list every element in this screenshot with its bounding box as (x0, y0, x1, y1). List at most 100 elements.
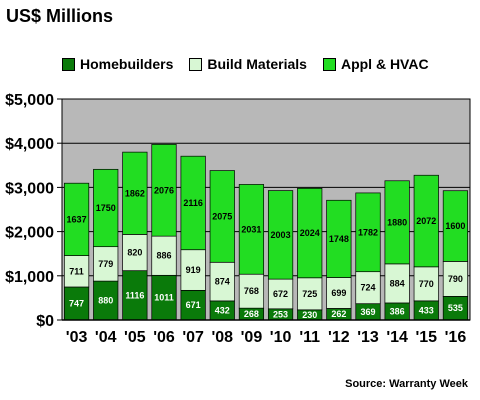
x-tick-label: '08 (211, 329, 233, 346)
data-label: 2031 (241, 224, 261, 234)
data-label: 671 (186, 300, 201, 310)
data-label: 884 (390, 278, 405, 288)
x-tick-label: '16 (445, 329, 467, 346)
chart-title: US$ Millions (6, 6, 114, 26)
y-tick-label: $2,000 (5, 225, 54, 242)
x-tick-label: '14 (386, 329, 408, 346)
bar-segment-homebuilders (63, 286, 90, 321)
data-label: 386 (390, 306, 405, 316)
data-label: 1862 (125, 188, 145, 198)
bar-segment-appl-hvac (267, 190, 294, 280)
data-label: 699 (331, 288, 346, 298)
bar-segment-appl-hvac (297, 187, 323, 279)
bar-segment-build-materials (267, 278, 294, 310)
source-note: Source: Warranty Week (345, 378, 468, 390)
bar-segment-appl-hvac (413, 174, 439, 268)
legend-swatch-homebuilders (62, 57, 75, 71)
data-label: 790 (448, 274, 463, 284)
bar-segment-build-materials (151, 235, 177, 276)
bar-segment-appl-hvac (326, 199, 352, 278)
bar-segment-build-materials (63, 255, 90, 288)
bar-segment-appl-hvac (442, 190, 469, 262)
y-tick-label: $0 (36, 313, 54, 330)
bar-segment-build-materials (355, 271, 381, 305)
data-label: 268 (244, 309, 259, 319)
data-label: 2116 (183, 198, 203, 208)
x-tick-label: '12 (328, 329, 350, 346)
bar-segment-build-materials (442, 261, 469, 297)
bar-segment-build-materials (122, 234, 148, 272)
bar-segment-appl-hvac (384, 180, 410, 265)
data-label: 253 (273, 309, 288, 319)
x-tick-label: '03 (66, 329, 88, 346)
data-label: 779 (98, 259, 113, 269)
legend-item-build-materials: Build Materials (189, 56, 307, 72)
bar-segment-appl-hvac (122, 151, 148, 235)
x-tick-label: '04 (95, 329, 117, 346)
y-tick-label: $5,000 (5, 92, 54, 109)
data-label: 230 (302, 310, 317, 320)
data-label: 725 (302, 289, 317, 299)
bar-segment-build-materials (413, 266, 439, 302)
data-label: 886 (156, 251, 171, 261)
x-tick-label: '13 (357, 329, 379, 346)
bar-segment-appl-hvac (63, 182, 90, 256)
data-label: 1637 (67, 214, 87, 224)
x-tick-label: '07 (182, 329, 204, 346)
legend: Homebuilders Build Materials Appl & HVAC (62, 54, 429, 74)
bar-segment-appl-hvac (238, 184, 265, 275)
bar-segment-build-materials (93, 246, 119, 282)
data-label: 768 (244, 286, 259, 296)
x-tick-label: '09 (241, 329, 263, 346)
bar-segment-homebuilders (122, 270, 148, 321)
data-label: 672 (273, 289, 288, 299)
x-tick-label: '05 (124, 329, 146, 346)
x-tick-label: '06 (153, 329, 175, 346)
data-label: 433 (419, 305, 434, 315)
data-label: 2072 (416, 216, 436, 226)
bar-segment-appl-hvac (209, 170, 235, 263)
data-label: 747 (69, 298, 84, 308)
data-label: 2075 (212, 211, 232, 221)
data-label: 880 (98, 296, 113, 306)
x-tick-label: '15 (415, 329, 437, 346)
data-label: 1600 (445, 221, 465, 231)
data-label: 724 (360, 283, 375, 293)
y-tick-label: $3,000 (5, 180, 54, 197)
bar-segment-appl-hvac (355, 192, 381, 273)
data-label: 535 (448, 303, 463, 313)
data-label: 711 (69, 266, 84, 276)
legend-swatch-appl-hvac (322, 57, 336, 71)
data-label: 1782 (358, 227, 378, 237)
legend-label-appl-hvac: Appl & HVAC (340, 56, 429, 72)
data-label: 1880 (387, 217, 407, 227)
bar-segment-homebuilders (180, 289, 206, 321)
data-label: 874 (215, 277, 230, 287)
bar-segment-homebuilders (151, 274, 177, 321)
data-label: 770 (419, 279, 434, 289)
x-tick-label: '11 (299, 329, 320, 346)
data-label: 262 (331, 309, 346, 319)
legend-item-appl-hvac: Appl & HVAC (322, 56, 429, 72)
legend-item-homebuilders: Homebuilders (62, 56, 173, 72)
data-label: 1116 (125, 290, 144, 300)
legend-label-build-materials: Build Materials (207, 56, 307, 72)
bar-segment-appl-hvac (151, 144, 177, 237)
data-label: 2024 (300, 228, 320, 238)
data-label: 1011 (154, 293, 174, 303)
bar-segment-appl-hvac (93, 168, 119, 248)
data-label: 432 (215, 305, 230, 315)
y-tick-label: $1,000 (5, 269, 54, 286)
x-tick-label: '10 (270, 329, 292, 346)
legend-label-homebuilders: Homebuilders (80, 56, 174, 72)
legend-swatch-build-materials (189, 57, 203, 71)
data-label: 2003 (271, 230, 291, 240)
data-label: 919 (186, 265, 201, 275)
bar-segment-appl-hvac (180, 155, 206, 251)
data-label: 1748 (329, 234, 349, 244)
y-tick-label: $4,000 (5, 136, 54, 153)
data-label: 369 (360, 307, 375, 317)
data-label: 2076 (154, 185, 174, 195)
data-label: 1750 (96, 203, 116, 213)
